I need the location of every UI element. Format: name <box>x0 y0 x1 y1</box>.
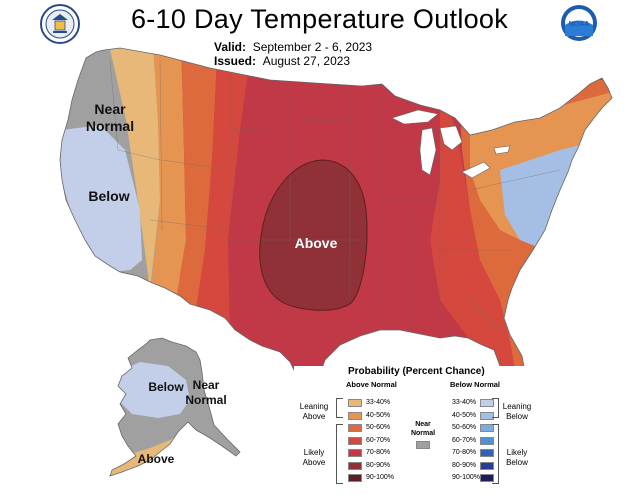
legend-range-below: 40-50% <box>452 411 477 419</box>
legend-below-header: Below Normal <box>450 380 501 389</box>
legend-near-normal-2: Normal <box>410 430 436 437</box>
legend-swatch-above <box>348 424 362 432</box>
label-below-alaska: Below <box>148 380 184 394</box>
legend-range-above: 33-40% <box>366 399 391 406</box>
legend-range-above: 70-80% <box>366 449 391 456</box>
alaska-outline <box>109 337 241 477</box>
legend-swatch-above <box>348 474 362 482</box>
legend-range-below: 60-70% <box>452 436 477 444</box>
issued-line: Issued: August 27, 2023 <box>214 54 350 68</box>
legend-leaning-above-2: Above <box>302 412 326 421</box>
label-below-west: Below <box>88 188 129 204</box>
legend-leaning-above-1: Leaning <box>299 402 329 411</box>
legend-range-below: 70-80% <box>452 449 477 456</box>
legend-range-below: 33-40% <box>452 399 477 406</box>
label-above-central: Above <box>295 235 338 251</box>
valid-dates: September 2 - 6, 2023 <box>252 40 373 54</box>
noaa-logo: NOAA <box>561 5 597 41</box>
legend-above-header: Above Normal <box>346 380 397 389</box>
label-near-normal-alaska-1: Near <box>193 378 220 392</box>
label-near-normal-west-2: Normal <box>86 118 134 134</box>
legend-swatch-above <box>348 411 362 420</box>
legend-range-below: 50-60% <box>452 424 477 431</box>
legend-range-above: 40-50% <box>366 411 391 419</box>
legend-swatch-above <box>348 399 362 407</box>
legend-near-normal-1: Near <box>415 421 431 428</box>
doc-seal-logo <box>40 4 80 44</box>
issued-label: Issued: <box>214 54 257 68</box>
legend-brace-likely-above <box>336 424 343 484</box>
legend-brace-leaning-below <box>492 398 499 418</box>
legend-swatch-above <box>348 436 362 445</box>
legend-range-below: 80-90% <box>452 461 477 469</box>
legend-swatch-below <box>480 424 494 432</box>
legend-swatch-below <box>480 461 494 470</box>
legend-likely-below: Likely Below <box>500 448 534 468</box>
legend-leaning-above: Leaning Above <box>294 402 334 422</box>
legend-brace-likely-below <box>492 424 499 484</box>
legend-range-above: 90-100% <box>366 474 395 481</box>
legend-swatch-above <box>348 449 362 457</box>
legend-likely-above-1: Likely <box>303 448 325 457</box>
legend-swatch-below <box>480 449 494 457</box>
legend-range-below: 90-100% <box>452 474 481 481</box>
legend-range-above: 80-90% <box>366 461 391 469</box>
label-near-normal-alaska-2: Normal <box>185 393 226 407</box>
legend-swatch-above <box>348 461 362 470</box>
label-above-alaska: Above <box>138 452 175 466</box>
map-title: 6-10 Day Temperature Outlook <box>130 4 509 34</box>
legend-swatch-near-normal <box>416 441 430 449</box>
legend-swatch-below <box>480 399 494 407</box>
legend-leaning-below-1: Leaning <box>502 402 532 411</box>
legend-likely-above: Likely Above <box>294 448 334 468</box>
valid-line: Valid: September 2 - 6, 2023 <box>214 40 372 54</box>
legend-title: Probability (Percent Chance) <box>348 366 485 377</box>
legend-swatch-below <box>480 436 494 445</box>
legend-swatch-below <box>480 411 494 420</box>
legend-range-above: 60-70% <box>366 436 391 444</box>
label-near-normal-west-1: Near <box>94 101 126 117</box>
legend-likely-below-2: Below <box>506 458 528 467</box>
legend-brace-leaning-above <box>336 398 343 418</box>
legend-near-normal: Near Normal <box>406 420 440 438</box>
great-lakes <box>391 109 511 179</box>
probability-legend: Probability (Percent Chance) Above Norma… <box>294 366 534 492</box>
legend-range-above: 50-60% <box>366 424 391 431</box>
legend-likely-below-1: Likely <box>506 448 528 457</box>
valid-label: Valid: <box>214 40 247 54</box>
legend-swatch-below <box>480 474 494 482</box>
legend-leaning-below-2: Below <box>506 412 528 421</box>
noaa-logo-text: NOAA <box>569 21 590 28</box>
issued-date: August 27, 2023 <box>262 54 351 68</box>
legend-likely-above-2: Above <box>302 458 326 467</box>
legend-leaning-below: Leaning Below <box>500 402 534 422</box>
